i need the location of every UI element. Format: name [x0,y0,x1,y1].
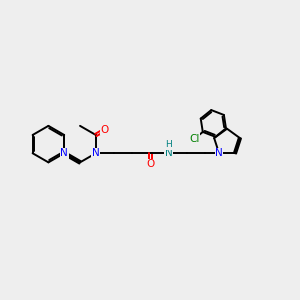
Text: O: O [146,159,155,170]
Text: N: N [215,148,223,158]
Text: H: H [166,140,172,149]
Text: Cl: Cl [189,134,200,144]
Text: N: N [92,148,100,158]
Text: O: O [100,125,109,135]
Text: N: N [165,148,173,158]
Text: N: N [60,148,68,158]
